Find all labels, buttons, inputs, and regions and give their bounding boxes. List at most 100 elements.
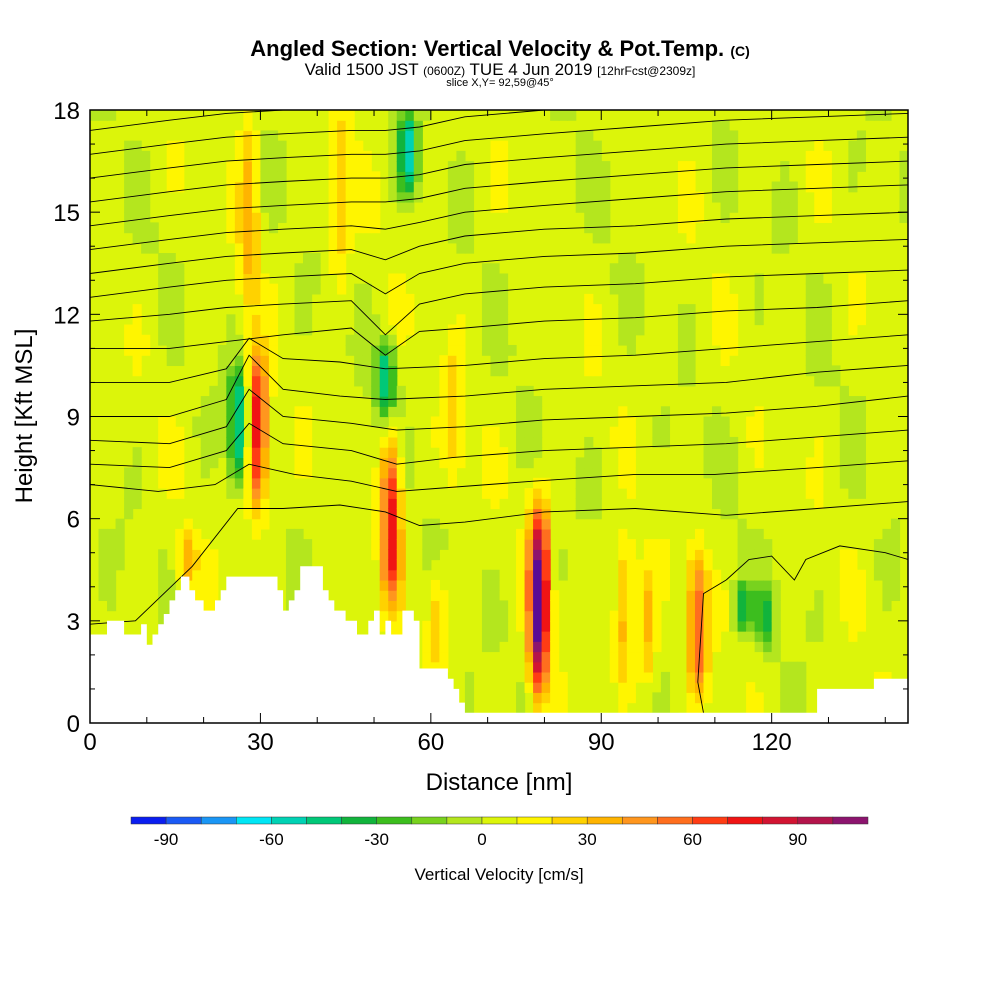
velocity-cell [405,140,415,152]
velocity-cell [158,569,168,581]
valid-zulu: (0600Z) [423,64,466,78]
velocity-cell [499,457,509,469]
velocity-cell [447,467,457,479]
velocity-cell [754,579,764,591]
isentrope-line [90,354,908,417]
velocity-cell [166,436,176,448]
velocity-cell [490,150,500,162]
velocity-cell [788,222,798,234]
velocity-cell [541,692,551,704]
velocity-cell [268,130,279,142]
velocity-cell [592,447,602,458]
velocity-cell [737,600,747,612]
velocity-cell [456,242,466,254]
velocity-cell [303,559,313,571]
velocity-cell [516,702,526,714]
velocity-cell [439,436,449,448]
velocity-cell [175,457,185,469]
velocity-cell [626,651,636,663]
velocity-cell [396,140,406,152]
velocity-cell [464,671,475,683]
velocity-cell [686,344,696,356]
velocity-cell [763,651,773,663]
velocity-cell [345,120,355,132]
velocity-cell [720,477,730,489]
velocity-cell [234,355,244,367]
velocity-cell [98,579,108,591]
velocity-cell [626,426,636,438]
velocity-cell [575,477,585,489]
colorbar-swatch [200,816,237,825]
velocity-cell [712,191,722,203]
velocity-cell [166,150,176,162]
velocity-cell [456,191,466,203]
velocity-cell [626,549,636,561]
velocity-cell [158,283,168,295]
velocity-cell [447,191,457,203]
velocity-cell [396,130,406,142]
velocity-cell [524,651,534,663]
velocity-cell [396,314,406,326]
velocity-cell [175,559,185,571]
velocity-cell [396,508,406,520]
velocity-cell [166,416,176,428]
velocity-cell [814,201,824,213]
velocity-cell [788,191,798,203]
velocity-cell [746,569,756,581]
velocity-cell [396,304,406,315]
velocity-cell [251,396,262,407]
velocity-cell [439,661,449,673]
velocity-cell [422,110,432,121]
velocity-cell [268,222,279,234]
velocity-cell [200,539,210,550]
velocity-cell [584,212,594,223]
velocity-cell [618,263,628,275]
velocity-cell [183,569,193,581]
velocity-cell [856,590,866,601]
velocity-cell [788,661,798,673]
velocity-cell [720,150,730,162]
velocity-cell [694,671,705,683]
velocity-cell [584,130,594,142]
velocity-cell [848,324,858,336]
velocity-cell [200,447,210,458]
velocity-cell [396,201,406,213]
velocity-cell [447,334,457,346]
velocity-cell [354,150,364,162]
velocity-cell [294,304,304,315]
velocity-cell [379,375,389,387]
velocity-cell [592,457,602,469]
velocity-cell [337,110,347,121]
velocity-cell [524,396,534,407]
y-tick-label: 3 [67,609,80,636]
velocity-cell [788,232,798,244]
colorbar-swatch [586,816,623,825]
colorbar-swatch [516,816,553,825]
velocity-cell [822,344,832,356]
velocity-cell [677,191,688,203]
velocity-cell [234,130,244,142]
velocity-cell [533,406,543,418]
velocity-cell [396,334,406,346]
velocity-cell [490,314,500,326]
velocity-cell [107,600,117,612]
velocity-cell [260,508,270,520]
velocity-cell [439,385,449,397]
velocity-cell [234,385,244,397]
velocity-cell [805,467,815,479]
velocity-cell [243,181,253,193]
velocity-cell [643,671,653,683]
velocity-cell [686,181,696,193]
velocity-cell [379,508,389,520]
velocity-cell [166,304,176,315]
velocity-cell [447,416,457,428]
velocity-cell [763,559,773,571]
velocity-cell [712,641,722,653]
velocity-cell [490,365,500,377]
velocity-cell [763,579,773,591]
velocity-cell [192,590,202,601]
velocity-cell [694,549,705,561]
velocity-cell [797,682,807,693]
velocity-cell [158,416,168,428]
velocity-cell [729,181,739,193]
